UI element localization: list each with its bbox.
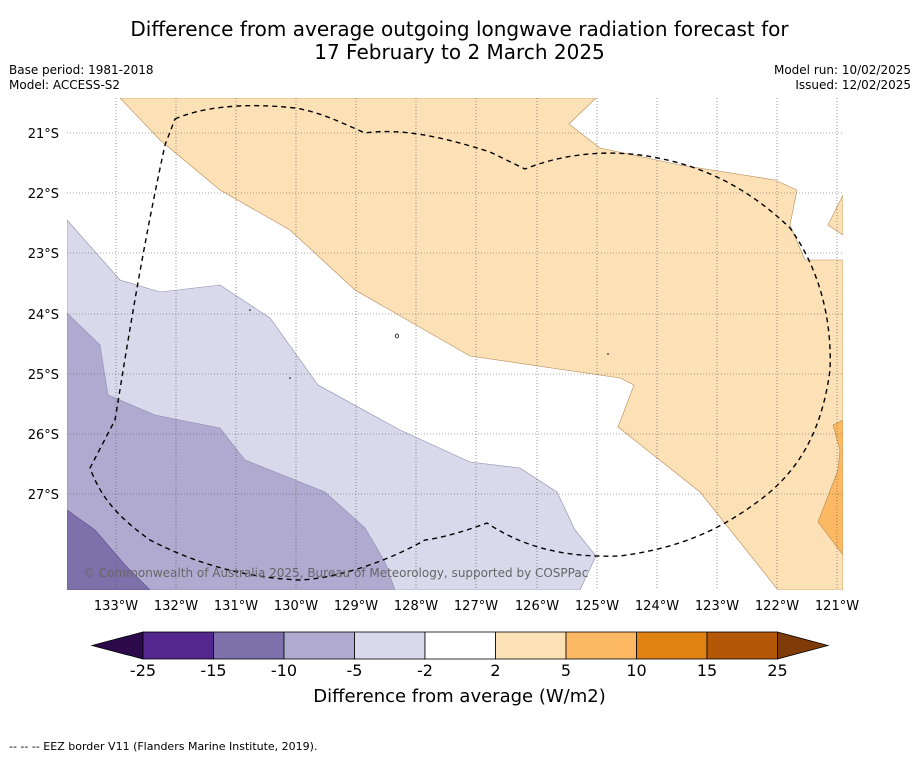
model-name: Model: ACCESS-S2 (9, 78, 121, 92)
contour-2-5-edge (827, 194, 843, 236)
colorbar-segment (354, 631, 426, 660)
colorbar-tick-label: 2 (490, 661, 500, 680)
longitude-label: 133°W (94, 599, 138, 614)
colorbar-title: Difference from average (W/m2) (313, 686, 606, 707)
longitude-label: 125°W (575, 599, 619, 614)
colorbar-tick-label: -5 (347, 661, 363, 680)
title-line-1: Difference from average outgoing longwav… (130, 17, 789, 41)
colorbar-tick-label: -25 (130, 661, 156, 680)
base-period: Base period: 1981-2018 (9, 63, 154, 77)
longitude-label: 123°W (695, 599, 739, 614)
issued-date: Issued: 12/02/2025 (795, 78, 911, 92)
island-marker-3 (607, 353, 609, 355)
longitude-label: 124°W (635, 599, 679, 614)
colorbar-extend-low (90, 631, 144, 660)
longitude-label: 126°W (515, 599, 559, 614)
colorbar-segment (495, 631, 567, 660)
eez-footer-note: -- -- -- EEZ border V11 (Flanders Marine… (9, 740, 318, 753)
longitude-label: 132°W (154, 599, 198, 614)
colorbar-tick-label: 10 (626, 661, 646, 680)
colorbar-segment (213, 631, 285, 660)
latitude-labels: 21°S 22°S 23°S 24°S 25°S 26°S 27°S (28, 127, 59, 503)
latitude-label: 24°S (28, 308, 59, 323)
meta-right: Model run: 10/02/2025 Issued: 12/02/2025 (774, 63, 911, 93)
island-marker-2 (289, 377, 291, 379)
latitude-label: 27°S (28, 488, 59, 503)
gridlines (67, 98, 843, 590)
colorbar-segment (565, 631, 637, 660)
colorbar: -25 -15 -10 -5 -2 2 5 10 15 25 (90, 631, 830, 680)
longitude-label: 127°W (454, 599, 498, 614)
island-marker-1 (249, 309, 251, 311)
longitude-label: 131°W (214, 599, 258, 614)
longitude-label: 122°W (755, 599, 799, 614)
colorbar-segment (142, 631, 214, 660)
colorbar-tick-label: -15 (200, 661, 226, 680)
model-run: Model run: 10/02/2025 (773, 63, 911, 77)
latitude-label: 22°S (28, 187, 59, 202)
colorbar-tick-label: -10 (271, 661, 297, 680)
copyright-text: © Commonwealth of Australia 2025, Bureau… (83, 566, 588, 580)
longitude-labels: 133°W 132°W 131°W 130°W 129°W 128°W 127°W 126°W… (94, 599, 859, 614)
latitude-label: 26°S (28, 428, 59, 443)
colorbar-extend-high (777, 631, 830, 660)
contour-neg10-neg15 (67, 509, 151, 590)
island-marker-4 (394, 333, 399, 339)
title-line-2: 17 February to 2 March 2025 (314, 40, 605, 64)
colorbar-segment (706, 631, 778, 660)
eez-border (89, 104, 831, 581)
colorbar-segment (636, 631, 708, 660)
latitude-label: 21°S (28, 127, 59, 142)
longitude-label: 128°W (394, 599, 438, 614)
colorbar-tick-label: 15 (697, 661, 717, 680)
colorbar-segment (283, 631, 355, 660)
longitude-label: 121°W (815, 599, 859, 614)
latitude-label: 23°S (28, 247, 59, 262)
colorbar-tick-label: 5 (561, 661, 571, 680)
map-title: Difference from average outgoing longwav… (0, 18, 919, 64)
latitude-label: 25°S (28, 368, 59, 383)
contour-fields: © Commonwealth of Australia 2025, Bureau… (67, 98, 843, 590)
longitude-label: 130°W (274, 599, 318, 614)
longitude-label: 129°W (334, 599, 378, 614)
colorbar-tick-label: 25 (767, 661, 787, 680)
contour-neg5-neg10 (67, 312, 396, 590)
colorbar-segment (424, 631, 496, 660)
colorbar-tick-label: -2 (417, 661, 433, 680)
meta-left: Base period: 1981-2018 Model: ACCESS-S2 (9, 63, 154, 93)
contour-2-5 (119, 98, 843, 590)
